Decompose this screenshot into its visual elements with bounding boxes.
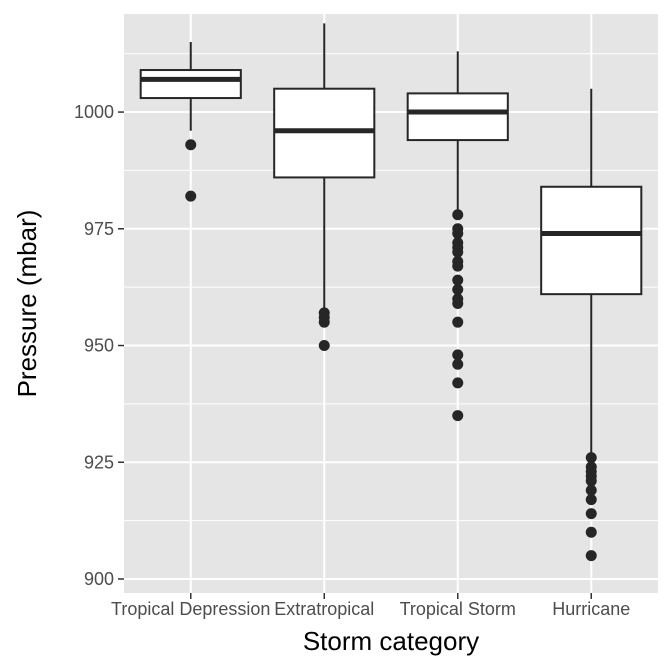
outlier-point [318, 340, 330, 352]
y-tick-label: 950 [84, 336, 114, 356]
x-tick-label: Tropical Depression [111, 599, 270, 619]
box-iqr [406, 92, 509, 142]
outlier-point [452, 298, 464, 309]
outlier-point [452, 209, 464, 221]
outlier-point [585, 508, 597, 520]
outlier-point [452, 410, 464, 422]
box-hurricane [540, 88, 643, 562]
y-tick-label: 900 [84, 569, 114, 589]
box-iqr [139, 69, 242, 100]
box-tropical-storm [406, 51, 509, 422]
box-extratropical [273, 23, 376, 352]
x-tick-label: Hurricane [552, 599, 630, 619]
outlier-point [452, 246, 464, 258]
box-tropical-depression [139, 42, 242, 202]
y-tick-label: 1000 [74, 102, 114, 122]
outlier-point [318, 316, 330, 328]
x-tick-label: Extratropical [274, 599, 374, 619]
y-tick-label: 975 [84, 219, 114, 239]
y-axis-title: Pressure (mbar) [12, 210, 42, 398]
outlier-point [585, 475, 597, 487]
outlier-point [452, 377, 464, 389]
outlier-point [585, 484, 597, 496]
axes-layer: 900 925 950 975 1000 Tropical Depression Extra… [74, 102, 630, 619]
outlier-point [585, 452, 597, 464]
outlier-point [452, 260, 464, 272]
outlier-point [585, 550, 597, 562]
plot-panel [124, 14, 658, 593]
y-tick-label: 925 [84, 452, 114, 472]
outlier-point [452, 227, 464, 239]
outlier-point [452, 283, 464, 295]
outlier-point [185, 139, 197, 151]
box-iqr [540, 185, 643, 296]
outlier-point [452, 358, 464, 370]
boxes-layer [139, 23, 643, 562]
outlier-point [452, 316, 464, 328]
outlier-point [452, 274, 464, 286]
outlier-point [185, 190, 197, 202]
outlier-point [585, 494, 597, 506]
outlier-point [585, 526, 597, 538]
outlier-point [452, 349, 464, 361]
x-tick-label: Tropical Storm [400, 599, 516, 619]
x-axis-title: Storm category [303, 626, 479, 656]
